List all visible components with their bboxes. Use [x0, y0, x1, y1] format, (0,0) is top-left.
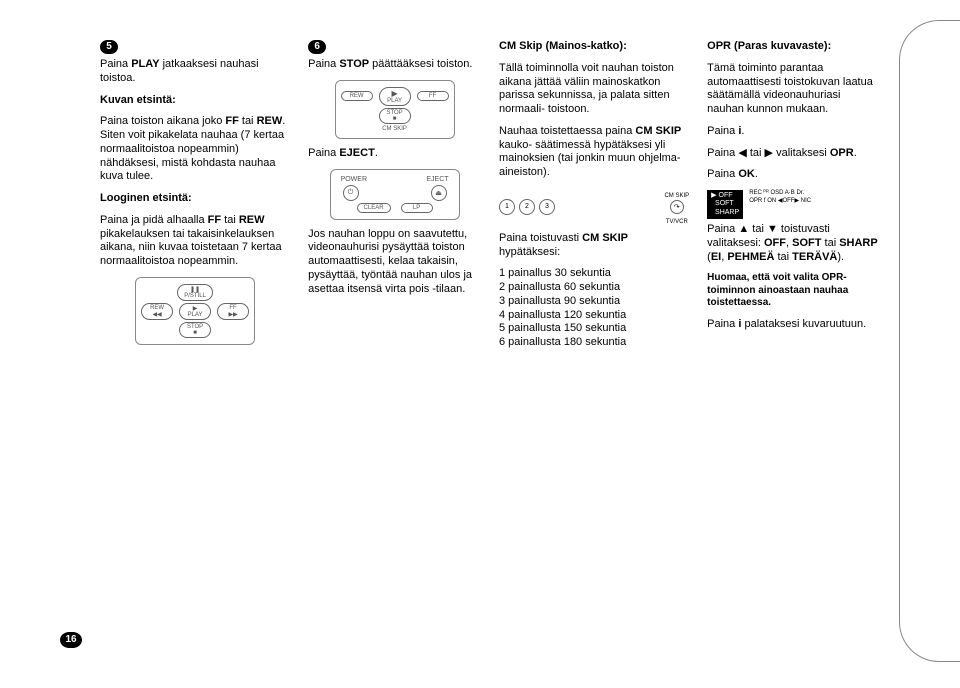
osd-icons: REC ᴾᴿ OSD A·B Dr. OPR f ON ◀OFF▶ NIC [749, 190, 811, 206]
tvvcr-label: TV/VCR [666, 219, 688, 225]
eject-label: EJECT [426, 176, 448, 183]
c4-note: Huomaa, että voit valita OPR-toiminnon a… [707, 272, 880, 310]
cmskip-diagram: 1 2 3 CM SKIP ↷ TV/VCR [499, 188, 689, 226]
stop-button-2: STOP■ [379, 108, 411, 124]
ff-button: FF ▶▶ [217, 303, 249, 320]
c1-p2: Paina toiston aikana joko FF tai REW. Si… [100, 115, 290, 184]
num-2: 2 [519, 199, 535, 215]
cmskip-label-2: CM SKIP [664, 193, 689, 199]
c4-p5: Paina ▲ tai ▼ toistuvasti valitaksesi: O… [707, 223, 880, 264]
pstill-button: ❚❚ P/STILL [177, 284, 213, 301]
column-4: OPR (Paras kuvavaste): Tämä toiminto par… [707, 40, 880, 353]
c3-p1: Tällä toiminnolla voit nauhan toiston ai… [499, 62, 689, 117]
skip-row-5: 6 painallusta 180 sekuntia [499, 336, 689, 350]
play-button-2: PLAY [379, 87, 411, 106]
c4-p6: Paina i palataksesi kuvaruutuun. [707, 318, 880, 332]
stop-button: STOP ■ [179, 322, 211, 338]
column-2: 6 Paina STOP päättääksesi toiston. REW P… [308, 40, 481, 353]
power-label: POWER [341, 176, 367, 183]
c2-p3: Jos nauhan loppu on saavutettu, videonau… [308, 228, 481, 297]
cmskip-button: ↷ [670, 200, 684, 214]
skip-row-4: 5 painallusta 150 sekuntia [499, 322, 689, 336]
content-columns: 5 Paina PLAY jatkaaksesi nauhasi toistoa… [100, 40, 880, 353]
c4-p3: Paina ◀ tai ▶ valitaksesi OPR. [707, 147, 880, 161]
remote-diagram-3: POWER EJECT ⏻ ⏏ CLEAR LP [330, 169, 460, 220]
column-3: CM Skip (Mainos-katko): Tällä toiminnoll… [499, 40, 689, 353]
eject-button: ⏏ [431, 185, 447, 201]
cmskip-label: CM SKIP [382, 126, 407, 132]
power-button: ⏻ [343, 185, 359, 201]
c1-h2: Looginen etsintä: [100, 192, 290, 206]
osd-display: ▶OFF SOFT SHARP REC ᴾᴿ OSD A·B Dr. OPR f… [707, 190, 880, 219]
skip-row-1: 2 painallusta 60 sekuntia [499, 281, 689, 295]
c1-p1: Paina PLAY jatkaaksesi nauhasi toistoa. [100, 58, 290, 86]
manual-page: 5 Paina PLAY jatkaaksesi nauhasi toistoa… [0, 0, 960, 688]
step-badge-5: 5 [100, 40, 118, 54]
play-button: ▶ PLAY [179, 303, 211, 320]
column-1: 5 Paina PLAY jatkaaksesi nauhasi toistoa… [100, 40, 290, 353]
remote-diagram-1: ❚❚ P/STILL REW ◀◀ ▶ PLAY FF ▶▶ [135, 277, 255, 345]
step-badge-6: 6 [308, 40, 326, 54]
c4-p2: Paina i. [707, 125, 880, 139]
osd-menu: ▶OFF SOFT SHARP [707, 190, 743, 219]
c2-p2: Paina EJECT. [308, 147, 481, 161]
rew-button: REW ◀◀ [141, 303, 173, 320]
skip-row-3: 4 painallusta 120 sekuntia [499, 309, 689, 323]
num-3: 3 [539, 199, 555, 215]
remote-diagram-2: REW PLAY FF STOP■ CM SKIP [335, 80, 455, 139]
c1-h1: Kuvan etsintä: [100, 94, 290, 108]
c4-title: OPR (Paras kuvavaste): [707, 40, 880, 54]
c4-p1: Tämä toiminto parantaa automaattisesti t… [707, 62, 880, 117]
lp-button: LP [401, 203, 433, 213]
c3-p3: Paina toistuvasti CM SKIP hypätäksesi: [499, 232, 689, 260]
num-1: 1 [499, 199, 515, 215]
c4-p4: Paina OK. [707, 168, 880, 182]
page-round-edge [899, 20, 960, 662]
c2-p1: Paina STOP päättääksesi toiston. [308, 58, 481, 72]
rew-button-2: REW [341, 91, 373, 101]
page-number: 16 [60, 632, 82, 648]
skip-row-0: 1 painallus 30 sekuntia [499, 267, 689, 281]
c1-p3: Paina ja pidä alhaalla FF tai REW pikake… [100, 214, 290, 269]
c3-p2: Nauhaa toistettaessa paina CM SKIP kauko… [499, 125, 689, 180]
skip-row-2: 3 painallusta 90 sekuntia [499, 295, 689, 309]
c3-title: CM Skip (Mainos-katko): [499, 40, 689, 54]
ff-button-2: FF [417, 91, 449, 101]
clear-button: CLEAR [357, 203, 391, 213]
